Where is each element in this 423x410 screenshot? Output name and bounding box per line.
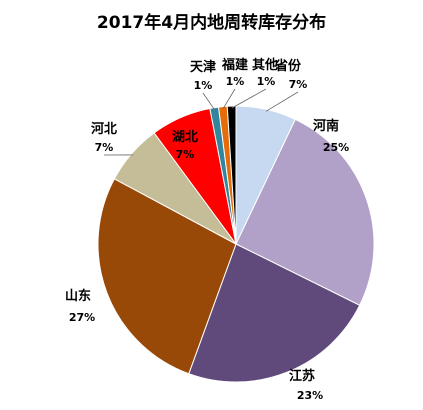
pie-slice-4 (97, 178, 237, 375)
slice-label-8: 福建 (221, 57, 248, 73)
slice-label-2: 河南 (313, 118, 339, 134)
slice-label-9: 其他 (252, 57, 278, 73)
slice-pct-8: 1% (226, 75, 245, 88)
slice-pct-7: 1% (194, 79, 213, 92)
slice-label-3: 江苏 (289, 368, 315, 384)
pie-slice-2 (235, 118, 375, 306)
slice-pct-1: 7% (289, 78, 308, 91)
leader-line-9 (231, 88, 267, 109)
slice-label-5: 河北 (91, 121, 117, 137)
slice-label-1: 省份 (274, 58, 302, 74)
leader-line-1 (265, 91, 299, 112)
leader-line-8 (222, 88, 236, 109)
pie-slices (97, 105, 375, 383)
slice-pct-5: 7% (95, 141, 114, 154)
slice-labels: 省份 7% 河南 25% 江苏 23% 山东 27% 河北 7% 湖北 7% 天津 1% 福建 1% 其他 1% (65, 57, 349, 402)
slice-pct-9: 1% (257, 75, 276, 88)
slice-pct-3: 23% (297, 389, 323, 402)
slice-label-6: 湖北 (172, 130, 198, 145)
slice-pct-2: 25% (323, 141, 349, 154)
slice-pct-6: 7% (176, 148, 195, 161)
chart-title: 2017年4月内地周转库存分布 (96, 13, 327, 33)
slice-pct-4: 27% (69, 311, 95, 324)
leader-lines (103, 88, 299, 156)
pie-slice-3 (188, 243, 361, 383)
slice-label-7: 天津 (190, 59, 216, 75)
leader-line-7 (202, 92, 215, 110)
slice-label-4: 山东 (65, 288, 91, 304)
